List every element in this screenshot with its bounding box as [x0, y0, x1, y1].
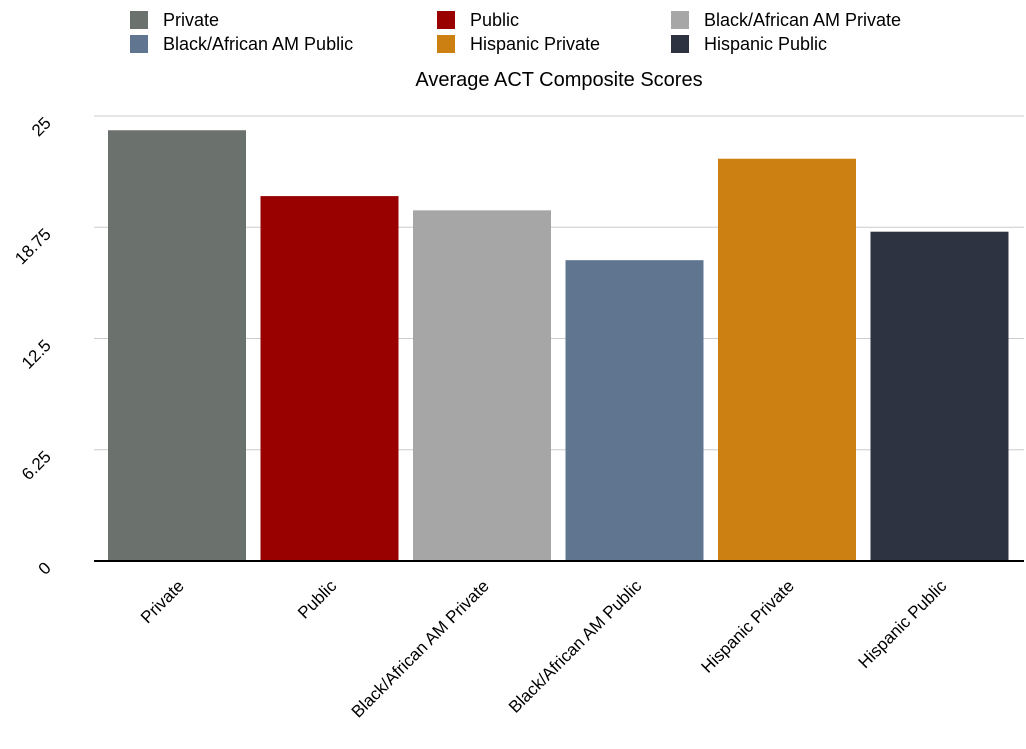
legend-label-4: Black/African AM Public — [163, 34, 353, 54]
chart-title: Average ACT Composite Scores — [415, 69, 702, 91]
bar-5 — [718, 158, 856, 561]
legend-label-1: Private — [163, 10, 219, 30]
bar-3 — [413, 210, 551, 561]
bar-1 — [108, 130, 246, 562]
legend-swatch-4 — [130, 35, 148, 53]
bar-6 — [870, 231, 1009, 561]
legend-swatch-2 — [437, 11, 455, 29]
y-tick-label-5: 25 — [28, 113, 55, 140]
y-axis-tick-labels: 0 6.25 12.5 18.75 25 — [11, 113, 55, 578]
legend-label-6: Hispanic Public — [704, 34, 827, 54]
legend-swatch-1 — [130, 11, 148, 29]
y-tick-label-4: 18.75 — [11, 225, 55, 269]
y-tick-label-2: 6.25 — [18, 447, 55, 484]
bar-2 — [260, 196, 399, 561]
gridlines — [94, 115, 1024, 451]
bar-4 — [565, 260, 704, 561]
x-category-label-1: Private — [137, 576, 188, 627]
legend-swatch-6 — [671, 35, 689, 53]
x-category-label-5: Hispanic Private — [698, 576, 798, 676]
y-tick-label-3: 12.5 — [18, 336, 55, 373]
x-category-label-3: Black/African AM Private — [348, 576, 493, 721]
x-category-label-4: Black/African AM Public — [505, 576, 646, 717]
legend: Private Public Black/African AM Private Bla… — [130, 10, 901, 54]
bars — [108, 130, 1009, 562]
legend-label-3: Black/African AM Private — [704, 10, 901, 30]
legend-swatch-3 — [671, 11, 689, 29]
x-category-label-2: Public — [294, 576, 341, 623]
legend-swatch-5 — [437, 35, 455, 53]
x-axis-category-labels: Private Public Black/African AM Private Bla… — [137, 576, 951, 721]
legend-label-2: Public — [470, 10, 519, 30]
y-tick-label-1: 0 — [35, 558, 55, 578]
x-category-label-6: Hispanic Public — [855, 576, 951, 672]
legend-label-5: Hispanic Private — [470, 34, 600, 54]
